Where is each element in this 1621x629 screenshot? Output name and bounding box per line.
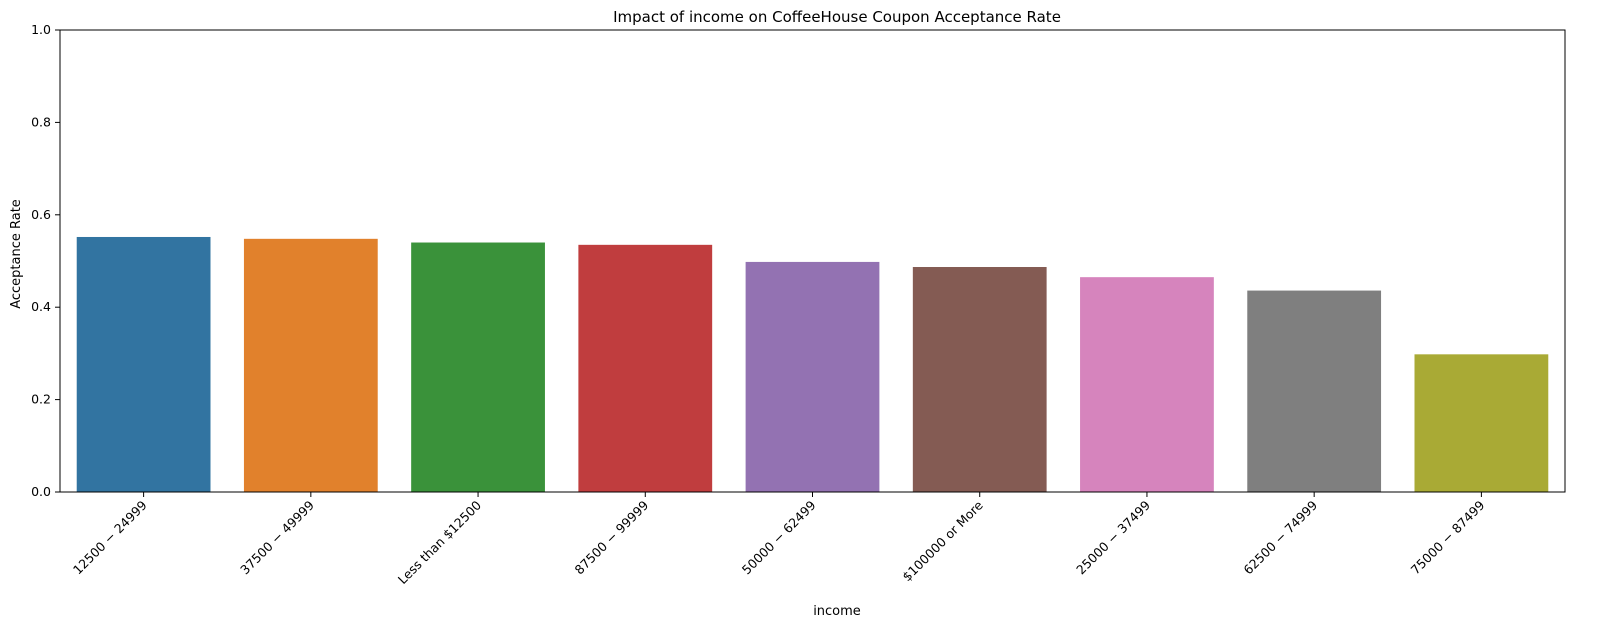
plot-area: 0.0 0.2 0.4 0.6 0.8 1.0 12500 − 24999 37500 − 4… [31,22,1566,587]
bar-5 [745,261,880,492]
x-tick-label: Less than $12500 [395,497,485,587]
x-tick-label: 37500 − 49999 [237,497,317,577]
x-tick-label: 12500 − 24999 [70,497,150,577]
y-tick-label: 0.8 [31,114,51,129]
y-tick-label: 0.4 [31,299,51,314]
bar-7 [1080,277,1214,492]
y-tick-label: 1.0 [31,22,51,37]
chart-title: Impact of income on CoffeeHouse Coupon A… [613,8,1061,26]
y-tick-label: 0.6 [31,207,51,222]
y-axis-label: Acceptance Rate [9,199,24,309]
bar-6 [912,267,1047,492]
x-tick-label: 87500 − 99999 [572,497,652,577]
x-tick-label: $100000 or More [899,497,986,584]
bar-3 [411,242,545,492]
x-tick-label: 50000 − 62499 [739,497,819,577]
x-axis-label: income [813,604,861,619]
bar-1 [76,236,211,492]
bar-4 [578,244,713,492]
x-tick-label: 62500 − 74999 [1240,497,1320,577]
bar-9 [1414,354,1549,492]
bar-8 [1247,290,1382,492]
bar-2 [243,238,378,492]
x-tick-label: 25000 − 37499 [1073,497,1153,577]
x-tick-label: 75000 − 87499 [1408,497,1488,577]
y-tick-label: 0.0 [31,484,51,499]
y-tick-label: 0.2 [31,392,51,407]
